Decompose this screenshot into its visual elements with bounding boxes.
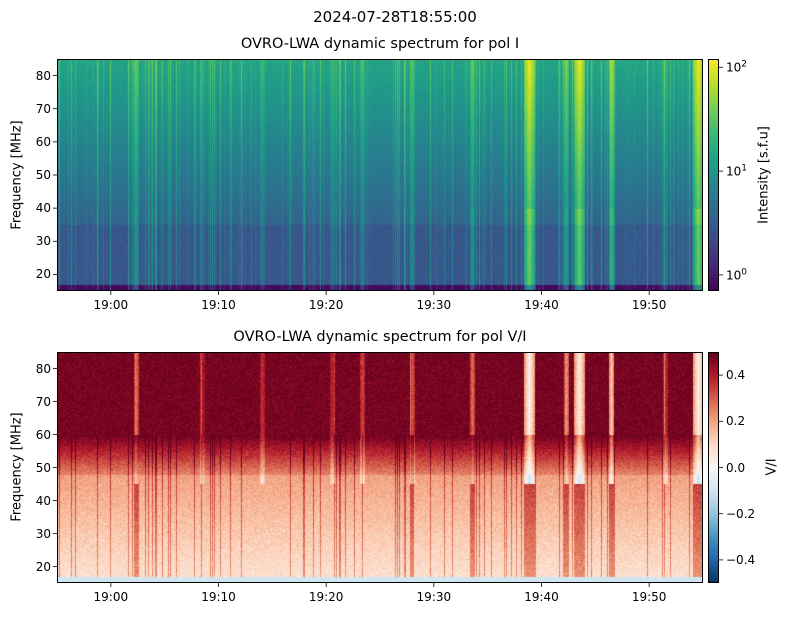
colorbar-frame-pol-vi [708, 352, 719, 583]
y-tick-label: 30 [35, 526, 51, 541]
colorbar-tick-label: 0.0 [726, 460, 746, 475]
y-tick-label: 40 [35, 493, 51, 508]
x-tick-label: 19:10 [201, 298, 236, 312]
y-tick-label: 60 [35, 134, 51, 149]
x-tick-label: 19:40 [524, 298, 559, 312]
colorbar-tick-label: −0.4 [726, 552, 756, 567]
y-tick-label: 50 [35, 168, 51, 182]
y-tick-label: 70 [35, 101, 51, 116]
axes-frame-pol-i [57, 59, 703, 291]
x-tick-label: 19:00 [93, 590, 129, 604]
heatmap-pol-i [57, 59, 703, 291]
x-tick-label: 19:20 [308, 590, 344, 604]
heatmap-pol-vi [57, 352, 703, 583]
colorbar-tick-label: 102 [726, 59, 748, 75]
colorbar-pol-vi [708, 352, 719, 583]
y-tick-label: 50 [35, 460, 51, 475]
colorbar-tick-label: 100 [726, 267, 748, 283]
axes-frame-pol-vi [57, 352, 703, 583]
y-tick-label: 70 [35, 394, 51, 409]
y-tick-label: 40 [35, 201, 51, 216]
x-tick-label: 19:40 [524, 590, 559, 604]
x-tick-label: 19:50 [631, 298, 667, 312]
x-tick-label: 19:20 [308, 298, 344, 312]
title-pol-i: OVRO-LWA dynamic spectrum for pol I [240, 36, 520, 52]
y-tick-label: 80 [35, 68, 51, 83]
y-tick-label: 20 [35, 559, 51, 574]
colorbar-pol-i [708, 59, 719, 291]
colorbar-tick-label: 0.2 [726, 414, 746, 429]
x-tick-label: 19:10 [201, 590, 236, 604]
y-tick-label: 30 [35, 234, 51, 249]
colorbar-tick-label: −0.2 [726, 506, 756, 521]
y-tick-label: 20 [35, 267, 51, 282]
x-tick-label: 19:00 [93, 298, 129, 312]
colorbar-tick-label: 0.4 [726, 368, 746, 383]
x-tick-label: 19:30 [416, 590, 452, 604]
x-tick-label: 19:50 [631, 590, 667, 604]
x-tick-label: 19:30 [416, 298, 452, 312]
y-tick-label: 60 [35, 427, 51, 442]
colorbar-tick-label: 101 [726, 163, 748, 179]
title-pol-vi: OVRO-LWA dynamic spectrum for pol V/I [233, 329, 527, 345]
colorbar-frame-pol-i [708, 59, 719, 291]
suptitle: 2024-07-28T18:55:00 [313, 8, 477, 26]
y-tick-label: 80 [35, 361, 51, 376]
